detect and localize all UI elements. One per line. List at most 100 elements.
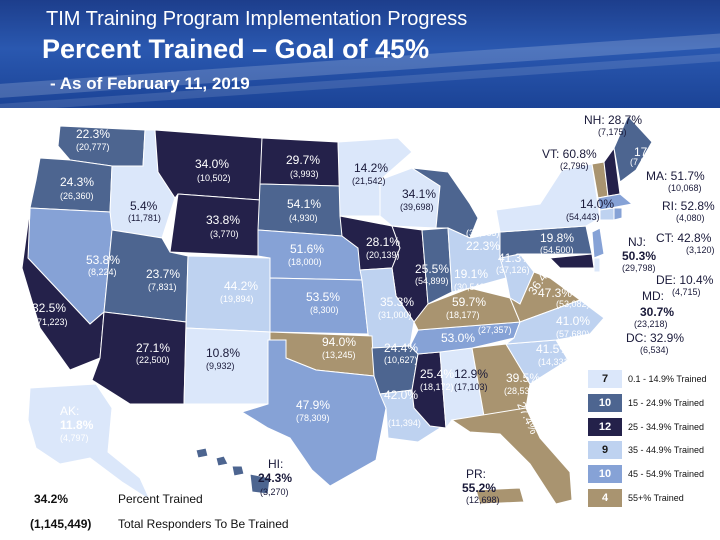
co-count: (19,894) — [220, 294, 254, 304]
legend-swatch-2: 10 — [588, 394, 622, 412]
ok-count: (13,245) — [322, 350, 356, 360]
ca-count: (71,223) — [34, 317, 68, 327]
ne-pct: 51.6% — [290, 242, 325, 256]
az-count: (22,500) — [136, 355, 170, 365]
state-nj[interactable] — [591, 227, 605, 259]
ms-pct: 25.4% — [420, 367, 455, 381]
ut-count: (7,831) — [148, 282, 177, 292]
wa-count: (20,777) — [76, 142, 110, 152]
tn-pct: 53.0% — [441, 331, 476, 345]
oh-count: (37,126) — [496, 265, 530, 275]
state-hi-3 — [231, 465, 245, 477]
hi-count: (3,270) — [260, 487, 289, 497]
nv-pct: 53.8% — [86, 253, 121, 267]
il-count: (54,899) — [415, 276, 449, 286]
al-count: (17,103) — [454, 382, 488, 392]
nm-pct: 10.8% — [206, 346, 241, 360]
legend-swatch-3: 12 — [588, 418, 622, 436]
subtitle-goal: Percent Trained – Goal of 45% — [42, 34, 430, 64]
legend-label-2: 15 - 24.9% Trained — [628, 398, 705, 408]
state-ny[interactable] — [495, 163, 601, 233]
co-pct: 44.2% — [224, 279, 259, 293]
legend-label-5: 45 - 54.9% Trained — [628, 469, 705, 479]
key-total-count: (1,145,449) — [30, 517, 92, 531]
pr-count: (12,698) — [466, 495, 500, 505]
state-hi-2 — [215, 455, 229, 467]
sd-pct: 54.1% — [287, 197, 322, 211]
ri-count: (4,080) — [676, 213, 705, 223]
mn-count: (21,542) — [352, 176, 386, 186]
ar-count: (10,627) — [384, 355, 418, 365]
id-count: (11,781) — [128, 213, 161, 223]
state-ma[interactable] — [597, 193, 634, 211]
tn-count: (27,357) — [478, 325, 512, 335]
state-ak[interactable] — [27, 383, 152, 502]
me-pct: 17.4% — [634, 145, 669, 159]
mn-pct: 14.2% — [354, 161, 389, 175]
state-nc[interactable] — [504, 299, 605, 345]
territory-pr[interactable] — [475, 487, 525, 505]
la-pct: 42.0% — [384, 388, 419, 402]
key-total-count-label: Total Responders To Be Trained — [118, 517, 289, 531]
al-pct: 12.9% — [454, 367, 489, 381]
pr-value: 55.2% — [462, 481, 497, 495]
ga-count: (28,532) — [504, 386, 538, 396]
ks-pct: 53.5% — [306, 290, 341, 304]
state-az[interactable] — [91, 311, 187, 405]
state-hi-4 — [249, 473, 271, 495]
sc-pct: 41.5% — [536, 342, 571, 356]
us-states-map — [21, 115, 653, 505]
state-de[interactable] — [593, 257, 601, 273]
legend-label-3: 25 - 34.9% Trained — [628, 422, 705, 432]
in-pct: 19.1% — [454, 267, 489, 281]
md-pct: MD: — [642, 289, 664, 303]
nd-pct: 29.7% — [286, 153, 321, 167]
la-count: (11,394) — [388, 418, 421, 428]
nh-pct: NH: 28.7% — [584, 113, 643, 127]
ma-pct: MA: 51.7% — [646, 169, 705, 183]
mt-count: (10,502) — [197, 173, 231, 183]
hi-value: 24.3% — [258, 471, 293, 485]
state-hi[interactable] — [195, 447, 209, 459]
va-pct: 47.3% — [538, 286, 573, 300]
az-pct: 27.1% — [136, 341, 171, 355]
md-value: 30.7% — [640, 305, 675, 319]
va-count: (53,082) — [556, 299, 590, 309]
vt-pct: VT: 60.8% — [542, 147, 597, 161]
wy-count: (3,770) — [210, 229, 239, 239]
state-ga[interactable] — [471, 343, 531, 417]
title-banner: TIM Training Program Implementation Prog… — [0, 0, 720, 108]
ma-count: (10,068) — [668, 183, 702, 193]
nm-count: (9,932) — [206, 361, 235, 371]
sc-count: (14,331) — [538, 357, 572, 367]
key-total-pct: 34.2% — [34, 492, 69, 506]
state-fl[interactable] — [450, 407, 573, 505]
ky-count: (18,177) — [446, 310, 480, 320]
legend-swatch-5: 10 — [588, 465, 622, 483]
legend-swatch-6: 4 — [588, 489, 622, 507]
as-of-date: - As of February 11, 2019 — [50, 74, 250, 93]
de-pct: DE: 10.4% — [656, 273, 714, 287]
me-count: (7,510) — [630, 157, 659, 167]
nj-count: (29,798) — [622, 263, 656, 273]
ak-value: 11.8% — [60, 418, 94, 432]
state-me[interactable] — [613, 115, 653, 183]
pa-pct: 19.8% — [540, 231, 575, 245]
mi-pct: 22.3% — [466, 239, 501, 253]
hi-pct: HI: — [268, 457, 284, 471]
state-ri[interactable] — [613, 207, 623, 221]
ga-pct: 39.5% — [506, 371, 541, 385]
ok-pct: 94.0% — [322, 335, 357, 349]
ri-pct: RI: 52.8% — [662, 199, 715, 213]
il-pct: 25.5% — [415, 262, 450, 276]
legend-swatch-1: 7 — [588, 370, 622, 388]
mt-pct: 34.0% — [195, 157, 230, 171]
legend-label-4: 35 - 44.9% Trained — [628, 445, 705, 455]
nj-pct: NJ: — [628, 235, 646, 249]
state-md[interactable] — [548, 253, 595, 269]
ca-pct: 32.5% — [32, 301, 67, 315]
ny-count: (54,443) — [566, 212, 600, 222]
ne-count: (18,000) — [288, 257, 322, 267]
state-tx[interactable] — [240, 339, 387, 487]
wi-pct: 34.1% — [402, 187, 437, 201]
